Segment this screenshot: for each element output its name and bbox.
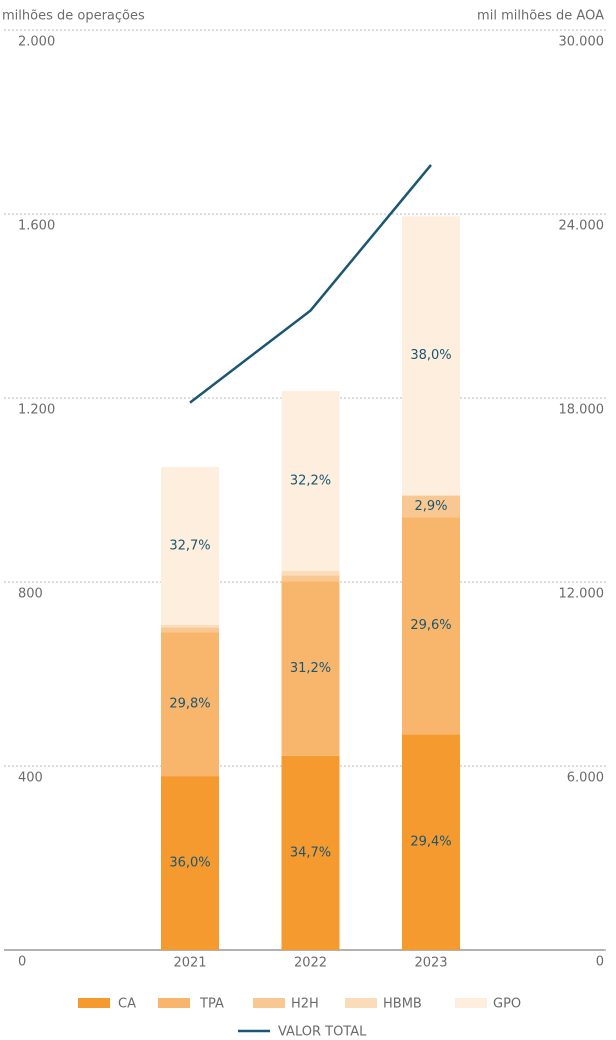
y2-tick-label: 30.000 (559, 35, 605, 50)
y-tick-label: 0 (18, 955, 26, 970)
legend-swatch (78, 998, 110, 1008)
bar-segment (281, 581, 340, 756)
bar-segment (281, 575, 340, 582)
bar-segment (161, 467, 219, 625)
bar-segment (402, 495, 460, 518)
percent-label: 32,7% (169, 538, 210, 553)
y-axis-title: milhões de operações (2, 9, 145, 24)
bar-segment (281, 391, 340, 571)
legend-label: TPA (199, 997, 224, 1012)
percent-label: 36,0% (169, 856, 210, 871)
percent-label: 38,0% (410, 348, 451, 363)
legend-label: CA (118, 997, 136, 1012)
percent-label: 32,2% (290, 474, 331, 489)
bar-segment (402, 517, 460, 735)
y-tick-label: 1.200 (18, 403, 55, 418)
y-tick-label: 400 (18, 771, 43, 786)
legend-swatch (345, 998, 377, 1008)
percent-label: 34,7% (290, 845, 331, 860)
y2-tick-label: 6.000 (567, 771, 604, 786)
bar-segment (281, 570, 340, 576)
y2-tick-label: 12.000 (559, 587, 605, 602)
y2-tick-label: 18.000 (559, 403, 605, 418)
bar-segment (161, 624, 219, 628)
line-series (189, 164, 432, 404)
x-tick-label: 2023 (414, 956, 447, 971)
y2-axis-title: mil milhões de AOA (477, 9, 604, 24)
percent-label: 31,2% (290, 661, 331, 676)
legend-swatch (158, 998, 190, 1008)
y2-tick-label: 24.000 (559, 219, 605, 234)
legend-swatch (455, 998, 487, 1008)
y2-tick-label: 0 (596, 955, 604, 970)
bar-segment (402, 734, 460, 950)
legend-swatch (253, 998, 285, 1008)
bar-segment (161, 632, 219, 777)
bar-segment (281, 755, 340, 950)
percent-label: 29,8% (169, 697, 210, 712)
legend-label: H2H (291, 997, 319, 1012)
bar-segment (402, 495, 460, 496)
bar-segment (161, 776, 219, 950)
y-tick-label: 800 (18, 587, 43, 602)
x-tick-label: 2022 (294, 956, 327, 971)
percent-label: 2,9% (414, 499, 447, 514)
legend-label: VALOR TOTAL (278, 1025, 367, 1040)
legend-label: HBMB (383, 997, 422, 1012)
percent-label: 29,4% (410, 835, 451, 850)
legend-label: GPO (493, 997, 521, 1012)
y-tick-label: 2.000 (18, 35, 55, 50)
y-tick-label: 1.600 (18, 219, 55, 234)
bar-segment (402, 216, 460, 496)
x-tick-label: 2021 (173, 956, 206, 971)
percent-label: 29,6% (410, 618, 451, 633)
bar-segment (161, 627, 219, 633)
